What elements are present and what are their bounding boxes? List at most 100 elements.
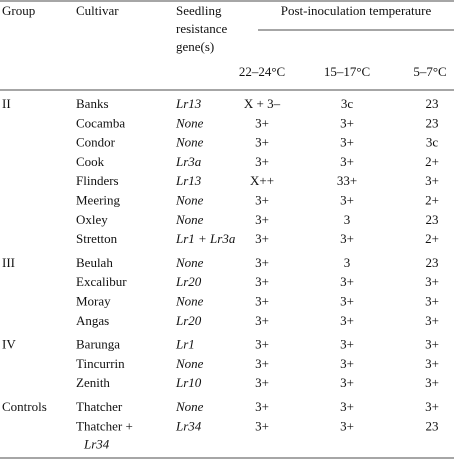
header-temp: 22–24°C [239,64,285,79]
gene: None [175,212,204,227]
reaction: 3+ [255,418,269,433]
cultivar: Stretton [76,231,118,246]
reaction: 3+ [255,337,269,352]
reaction: 3 [344,255,351,270]
cultivar: Oxley [76,212,108,227]
gene: None [175,115,204,130]
reaction: 3+ [425,293,439,308]
gene: Lr20 [175,274,202,289]
cultivar: Condor [76,135,116,150]
cultivar: Zenith [76,375,110,390]
header-cultivar: Cultivar [76,3,119,18]
reaction: 3+ [340,418,354,433]
reaction: X++ [250,173,274,188]
reaction: 3+ [255,231,269,246]
cultivar: Excalibur [76,274,127,289]
reaction: 3+ [340,375,354,390]
header-group: Group [2,3,35,18]
reaction: 3+ [425,274,439,289]
reaction: 3+ [425,399,439,414]
cultivar: Thatcher + [76,418,133,433]
gene: Lr10 [175,375,202,390]
reaction: 3+ [340,154,354,169]
reaction: 3+ [255,399,269,414]
reaction: 2+ [425,154,439,169]
gene: Lr1 + Lr3a [175,231,236,246]
reaction: 3c [341,96,354,111]
reaction: 3+ [340,231,354,246]
reaction: 3 [344,212,351,227]
reaction: 3+ [340,337,354,352]
header-temp: 5–7°C [413,64,446,79]
reaction: 3+ [425,173,439,188]
reaction: 3+ [255,293,269,308]
reaction: 2+ [425,231,439,246]
reaction: 2+ [425,192,439,207]
reaction: 3+ [255,135,269,150]
cultivar: Meering [76,192,121,207]
header-gene: Seedling [176,3,222,18]
reaction: 23 [426,212,439,227]
gene: Lr13 [175,173,202,188]
gene: Lr20 [175,313,202,328]
cultivar: Banks [76,96,109,111]
cultivar: Moray [76,293,111,308]
gene: Lr1 [175,337,195,352]
cultivar: Thatcher [76,399,123,414]
gene: None [175,399,204,414]
gene: None [175,255,204,270]
reaction: 3+ [340,313,354,328]
reaction: 3+ [340,115,354,130]
cultivar-gene: Lr34 [83,436,110,451]
header-temperature: Post-inoculation temperature [281,3,432,18]
group-name: IV [2,337,16,352]
reaction: 3+ [340,192,354,207]
header-gene: gene(s) [176,39,214,54]
gene: None [175,293,204,308]
header-temp: 15–17°C [324,64,370,79]
group-name: Controls [2,399,47,414]
header-gene: resistance [176,21,227,36]
reaction: 3+ [255,212,269,227]
reaction: 3+ [340,356,354,371]
reaction: 3+ [255,274,269,289]
gene: None [175,356,204,371]
gene: None [175,135,204,150]
group-name: II [2,96,11,111]
group-name: III [2,255,15,270]
reaction: 3+ [255,255,269,270]
reaction: 23 [426,96,439,111]
reaction: 33+ [337,173,357,188]
reaction: 3+ [425,337,439,352]
gene: Lr3a [175,154,202,169]
gene: Lr13 [175,96,202,111]
cultivar: Flinders [76,173,119,188]
cultivar: Barunga [76,337,120,352]
reaction: 3+ [340,135,354,150]
reaction: 3+ [425,375,439,390]
gene: Lr34 [175,418,202,433]
reaction: 3+ [340,293,354,308]
reaction: 23 [426,418,439,433]
reaction: 23 [426,115,439,130]
reaction: 3+ [255,356,269,371]
reaction: 3c [426,135,439,150]
cultivar: Cocamba [76,115,125,130]
reaction: X + 3– [244,96,281,111]
reaction: 3+ [425,313,439,328]
cultivar: Cook [76,154,105,169]
cultivar: Angas [76,313,109,328]
cultivar: Tincurrin [76,356,125,371]
reaction: 3+ [255,154,269,169]
gene: None [175,192,204,207]
reaction: 23 [426,255,439,270]
reaction: 3+ [255,313,269,328]
reaction: 3+ [340,274,354,289]
reaction: 3+ [340,399,354,414]
reaction: 3+ [255,192,269,207]
reaction: 3+ [425,356,439,371]
reaction: 3+ [255,375,269,390]
reaction: 3+ [255,115,269,130]
cultivar: Beulah [76,255,113,270]
